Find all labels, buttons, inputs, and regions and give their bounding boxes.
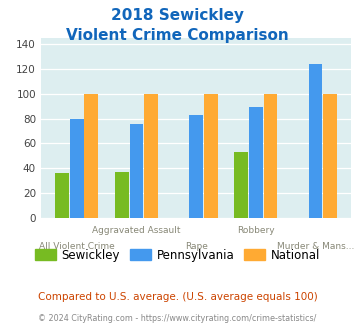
Bar: [84, 94, 98, 218]
Text: 2018 Sewickley: 2018 Sewickley: [111, 8, 244, 23]
Bar: [130, 123, 143, 218]
Text: Robbery: Robbery: [237, 226, 275, 235]
Bar: [234, 152, 248, 218]
Text: Compared to U.S. average. (U.S. average equals 100): Compared to U.S. average. (U.S. average …: [38, 292, 317, 302]
Text: Murder & Mans...: Murder & Mans...: [277, 242, 354, 251]
Text: © 2024 CityRating.com - https://www.cityrating.com/crime-statistics/: © 2024 CityRating.com - https://www.city…: [38, 314, 317, 323]
Text: Aggravated Assault: Aggravated Assault: [92, 226, 181, 235]
Bar: [264, 94, 277, 218]
Bar: [115, 172, 129, 218]
Bar: [249, 107, 263, 218]
Bar: [323, 94, 337, 218]
Text: Rape: Rape: [185, 242, 208, 251]
Bar: [204, 94, 218, 218]
Bar: [309, 64, 322, 218]
Text: Violent Crime Comparison: Violent Crime Comparison: [66, 28, 289, 43]
Bar: [189, 115, 203, 218]
Legend: Sewickley, Pennsylvania, National: Sewickley, Pennsylvania, National: [30, 244, 325, 266]
Bar: [144, 94, 158, 218]
Bar: [70, 118, 83, 218]
Text: All Violent Crime: All Violent Crime: [39, 242, 115, 251]
Bar: [55, 173, 69, 218]
